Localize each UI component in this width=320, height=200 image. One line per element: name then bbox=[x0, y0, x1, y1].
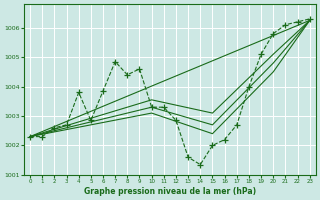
X-axis label: Graphe pression niveau de la mer (hPa): Graphe pression niveau de la mer (hPa) bbox=[84, 187, 256, 196]
